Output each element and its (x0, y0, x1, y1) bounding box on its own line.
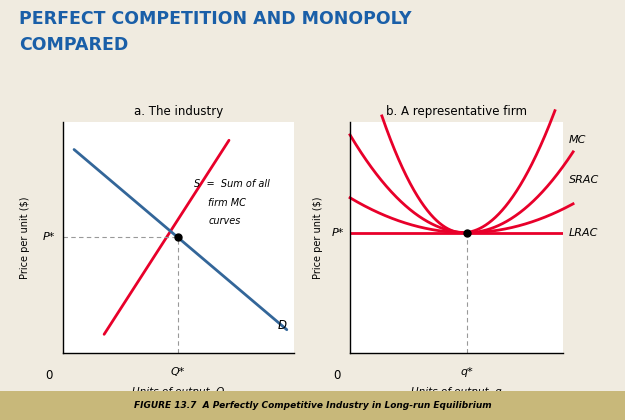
Text: 0: 0 (45, 369, 53, 382)
Text: PERFECT COMPETITION AND MONOPOLY: PERFECT COMPETITION AND MONOPOLY (19, 10, 411, 29)
Text: S  =  Sum of all: S = Sum of all (194, 179, 270, 189)
Text: 0: 0 (334, 369, 341, 382)
Text: Units of output, Q: Units of output, Q (132, 387, 224, 397)
Text: LRAC: LRAC (569, 228, 598, 238)
Text: COMPARED: COMPARED (19, 36, 128, 54)
Text: SRAC: SRAC (569, 175, 599, 184)
Text: P*: P* (43, 232, 56, 242)
Title: a. The industry: a. The industry (134, 105, 222, 118)
Text: Q*: Q* (171, 367, 186, 377)
Text: FIGURE 13.7  A Perfectly Competitive Industry in Long-run Equilibrium: FIGURE 13.7 A Perfectly Competitive Indu… (134, 401, 491, 410)
Text: Price per unit ($): Price per unit ($) (21, 196, 31, 278)
Title: b. A representative firm: b. A representative firm (386, 105, 527, 118)
Text: firm MC: firm MC (208, 198, 246, 207)
Text: Price per unit ($): Price per unit ($) (313, 196, 323, 278)
Text: q*: q* (461, 367, 473, 377)
Text: Units of output, q: Units of output, q (411, 387, 502, 397)
Text: D: D (278, 319, 286, 331)
Text: MC: MC (569, 135, 586, 145)
Text: P*: P* (331, 228, 344, 238)
Text: curves: curves (208, 216, 241, 226)
